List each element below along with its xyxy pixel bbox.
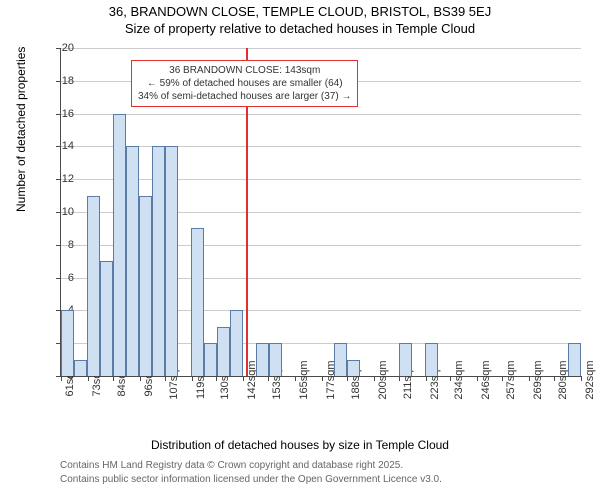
histogram-bar [165, 146, 178, 376]
chart-title-line2: Size of property relative to detached ho… [0, 21, 600, 38]
x-tick-mark [477, 376, 478, 381]
histogram-bar [100, 261, 113, 376]
footer-line1: Contains HM Land Registry data © Crown c… [60, 460, 403, 471]
x-tick-mark [268, 376, 269, 381]
gridline [61, 146, 581, 147]
x-tick-mark [243, 376, 244, 381]
histogram-bar [256, 343, 269, 376]
histogram-bar [347, 360, 360, 376]
histogram-bar [425, 343, 438, 376]
chart-container: 36, BRANDOWN CLOSE, TEMPLE CLOUD, BRISTO… [0, 0, 600, 500]
gridline [61, 48, 581, 49]
x-tick-mark [554, 376, 555, 381]
x-tick-mark [450, 376, 451, 381]
x-tick-mark [322, 376, 323, 381]
x-tick-mark [165, 376, 166, 381]
histogram-bar [334, 343, 347, 376]
x-tick-mark [581, 376, 582, 381]
histogram-bar [230, 310, 243, 376]
y-tick-label: 6 [44, 272, 74, 284]
x-tick-mark [374, 376, 375, 381]
annotation-box: 36 BRANDOWN CLOSE: 143sqm← 59% of detach… [131, 60, 358, 107]
x-tick-label: 257sqm [505, 360, 517, 399]
histogram-bar [399, 343, 412, 376]
x-tick-label: 292sqm [584, 360, 596, 399]
histogram-bar [113, 114, 126, 376]
histogram-bar [139, 196, 152, 376]
annotation-line2: ← 59% of detached houses are smaller (64… [138, 77, 351, 90]
chart-title-line1: 36, BRANDOWN CLOSE, TEMPLE CLOUD, BRISTO… [0, 4, 600, 21]
x-tick-mark [140, 376, 141, 381]
chart-title-block: 36, BRANDOWN CLOSE, TEMPLE CLOUD, BRISTO… [0, 4, 600, 38]
x-tick-mark [529, 376, 530, 381]
histogram-bar [61, 310, 74, 376]
y-tick-label: 8 [44, 239, 74, 251]
histogram-bar [269, 343, 282, 376]
y-tick-label: 12 [44, 173, 74, 185]
histogram-bar [217, 327, 230, 376]
x-tick-label: 200sqm [377, 360, 389, 399]
x-tick-mark [399, 376, 400, 381]
x-tick-mark [88, 376, 89, 381]
plot-area: 36 BRANDOWN CLOSE: 143sqm← 59% of detach… [60, 48, 581, 377]
x-tick-mark [113, 376, 114, 381]
histogram-bar [87, 196, 100, 376]
histogram-bar [191, 228, 204, 376]
x-tick-mark [426, 376, 427, 381]
gridline [61, 114, 581, 115]
histogram-bar [126, 146, 139, 376]
x-tick-label: 234sqm [453, 360, 465, 399]
y-tick-label: 10 [44, 206, 74, 218]
x-tick-mark [192, 376, 193, 381]
x-tick-mark [347, 376, 348, 381]
histogram-bar [568, 343, 581, 376]
y-tick-label: 16 [44, 108, 74, 120]
x-tick-label: 165sqm [298, 360, 310, 399]
y-tick-label: 20 [44, 42, 74, 54]
x-tick-mark [502, 376, 503, 381]
x-tick-mark [295, 376, 296, 381]
x-tick-mark [216, 376, 217, 381]
y-axis-label: Number of detached properties [14, 47, 28, 212]
histogram-bar [152, 146, 165, 376]
annotation-line3: 34% of semi-detached houses are larger (… [138, 90, 351, 103]
annotation-line1: 36 BRANDOWN CLOSE: 143sqm [138, 64, 351, 77]
x-axis-label: Distribution of detached houses by size … [0, 438, 600, 452]
footer-line2: Contains public sector information licen… [60, 474, 442, 485]
histogram-bar [204, 343, 217, 376]
histogram-bar [74, 360, 87, 376]
gridline [61, 179, 581, 180]
x-tick-label: 269sqm [532, 360, 544, 399]
y-tick-label: 14 [44, 140, 74, 152]
y-tick-label: 18 [44, 75, 74, 87]
x-tick-label: 246sqm [480, 360, 492, 399]
